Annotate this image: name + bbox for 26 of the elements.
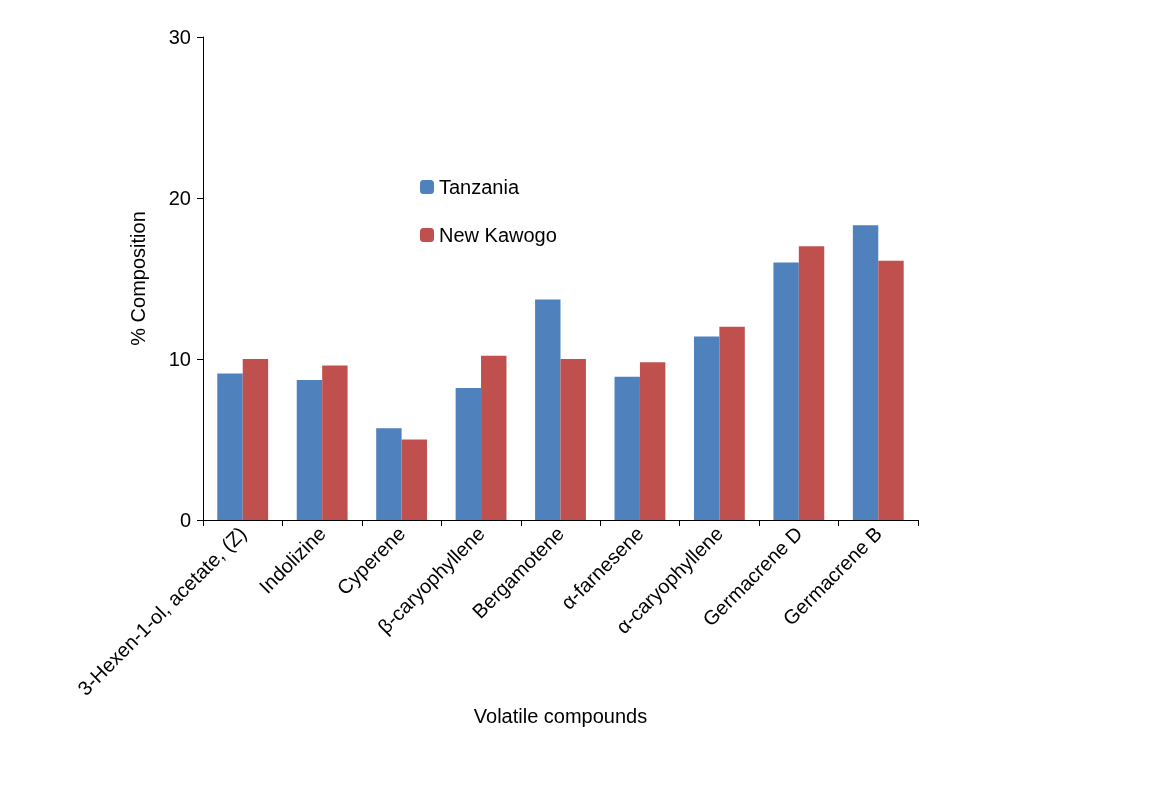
y-tick-label: 30: [168, 26, 191, 48]
bar: [242, 359, 269, 520]
bar: [481, 355, 507, 520]
legend-label: New Kawogo: [439, 224, 557, 246]
y-axis-title: % Composition: [127, 211, 149, 346]
bar: [878, 260, 904, 520]
bar: [455, 387, 482, 520]
bar: [639, 362, 666, 520]
legend-label: Tanzania: [439, 176, 520, 198]
bar: [693, 336, 720, 520]
bar: [560, 359, 586, 520]
bar: [217, 373, 243, 520]
bar: [535, 299, 561, 520]
bar: [376, 428, 402, 520]
bar: [773, 262, 799, 520]
y-tick-label: 10: [168, 348, 191, 370]
bar: [719, 326, 745, 520]
x-axis-title: Volatile compounds: [473, 705, 648, 727]
bar: [322, 365, 348, 520]
bar: [296, 379, 323, 520]
bar: [401, 439, 428, 520]
bar: [798, 246, 825, 520]
bar: [852, 225, 879, 520]
bar: [614, 376, 640, 520]
y-tick-label: 20: [168, 187, 191, 209]
y-tick-label: 0: [179, 509, 191, 531]
